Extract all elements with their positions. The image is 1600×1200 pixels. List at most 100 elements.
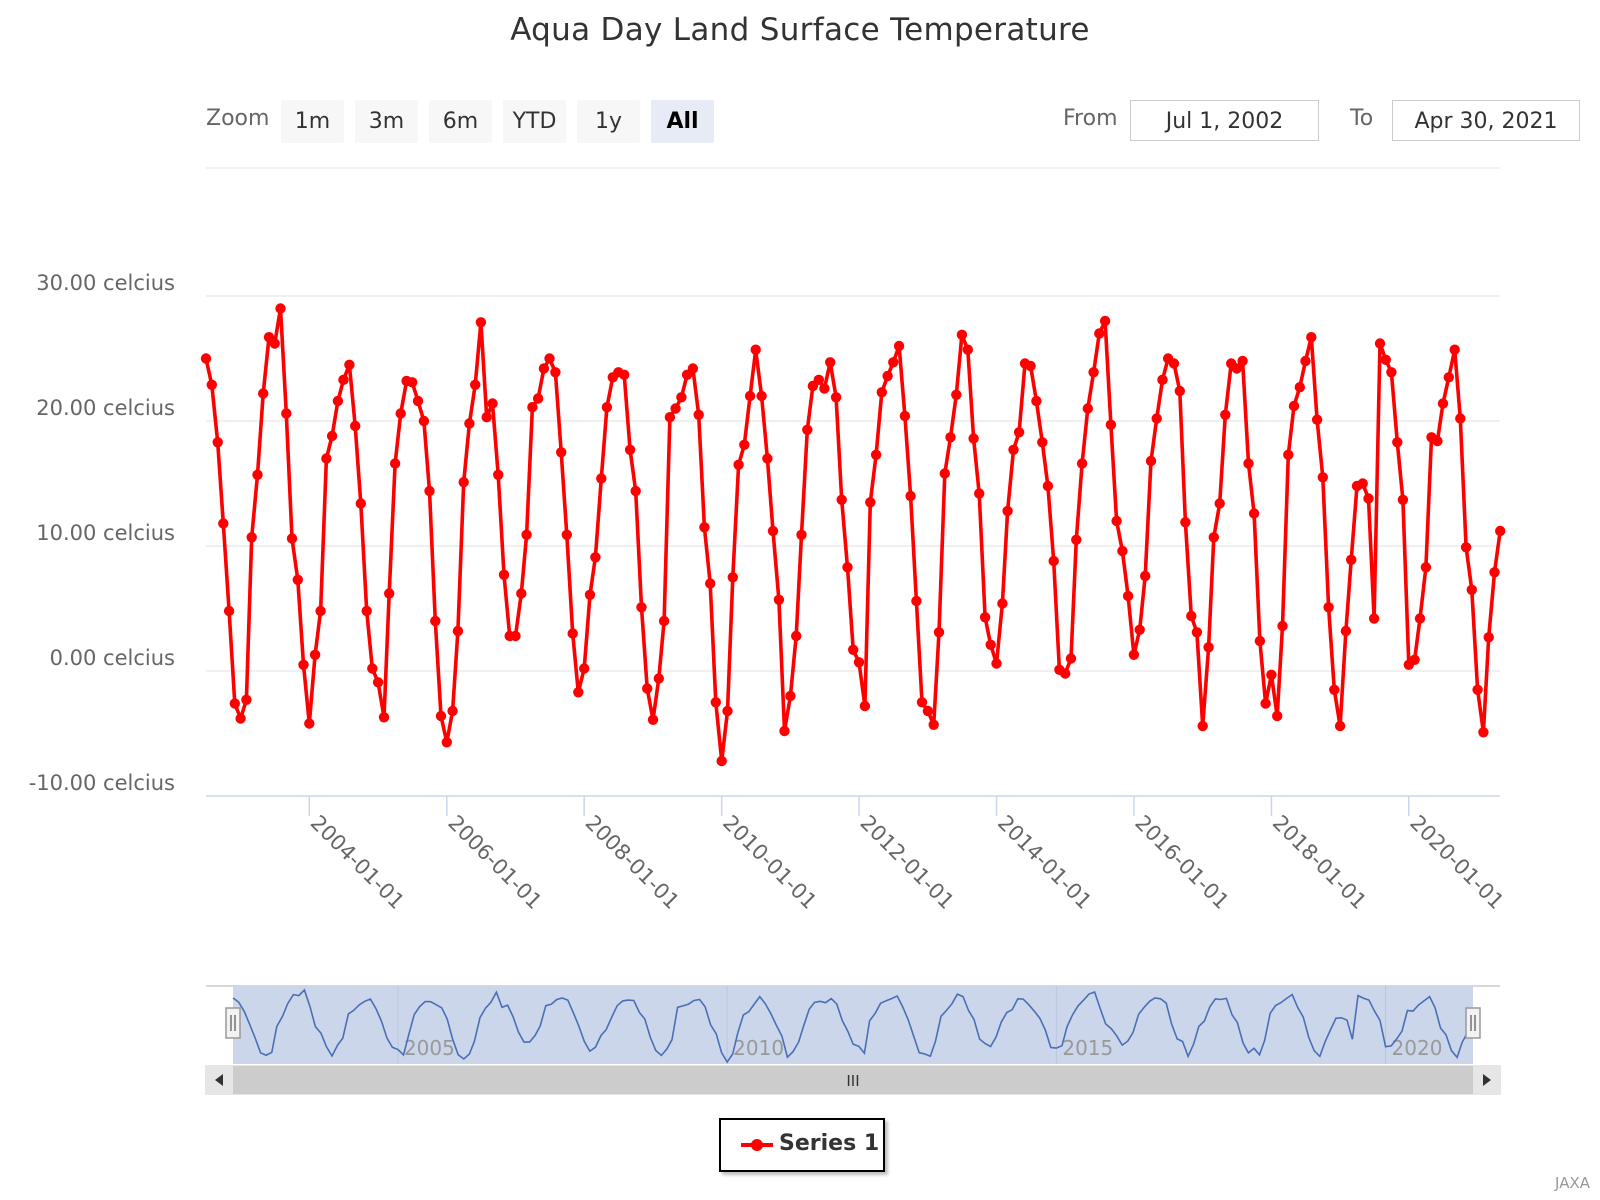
- data-point: [739, 439, 750, 450]
- data-point: [1208, 532, 1220, 543]
- data-point: [481, 412, 492, 423]
- data-point: [1226, 358, 1237, 369]
- data-point: [613, 367, 624, 378]
- data-point: [1483, 632, 1494, 643]
- navigator-right-handle[interactable]: [1465, 1007, 1481, 1039]
- data-point: [206, 379, 217, 390]
- chevron-right-icon[interactable]: [1483, 1074, 1491, 1086]
- data-point: [344, 359, 355, 370]
- zoom-6m-button[interactable]: 6m: [429, 100, 492, 143]
- data-point: [527, 402, 538, 413]
- data-point: [693, 409, 704, 420]
- data-point: [470, 379, 481, 390]
- data-point: [1449, 344, 1460, 355]
- data-point: [1351, 480, 1363, 492]
- data-point: [722, 705, 733, 717]
- data-point: [1346, 554, 1357, 565]
- zoom-3m-button[interactable]: 3m: [355, 100, 418, 143]
- y-tick-label: 20.00 celcius: [36, 396, 175, 420]
- data-point: [263, 332, 275, 343]
- zoom-all-button[interactable]: All: [651, 100, 714, 143]
- data-point: [1363, 493, 1374, 504]
- data-point: [1443, 372, 1455, 383]
- data-point: [744, 390, 756, 402]
- data-point: [258, 388, 269, 399]
- data-point: [1122, 590, 1134, 602]
- data-point: [1145, 455, 1157, 467]
- data-point: [321, 453, 332, 464]
- data-point: [498, 569, 510, 580]
- navigator-year-label: 2005: [404, 1036, 455, 1060]
- legend-series-label[interactable]: Series 1: [779, 1131, 880, 1156]
- data-point: [395, 408, 406, 419]
- scrollbar-grip[interactable]: III: [846, 1072, 859, 1090]
- data-point: [1329, 684, 1340, 695]
- data-point: [945, 432, 956, 443]
- legend-series-symbol: [741, 1139, 773, 1151]
- zoom-1y-button[interactable]: 1y: [577, 100, 640, 143]
- zoom-1m-button[interactable]: 1m: [281, 100, 344, 143]
- scrollbar-thumb[interactable]: [233, 1066, 1473, 1094]
- data-point: [338, 374, 349, 385]
- data-point: [911, 595, 922, 607]
- navigator-selected-range[interactable]: [233, 986, 1473, 1064]
- data-point: [1117, 545, 1128, 557]
- data-point: [607, 372, 618, 383]
- data-point: [1180, 517, 1191, 528]
- legend[interactable]: Series 1: [719, 1118, 885, 1172]
- data-point: [1409, 654, 1420, 665]
- data-point: [1478, 727, 1489, 738]
- scroll-left-arrow[interactable]: [206, 1066, 233, 1094]
- data-point: [968, 433, 979, 444]
- data-point: [1151, 413, 1162, 424]
- data-point: [464, 418, 475, 429]
- scroll-right-arrow[interactable]: [1473, 1066, 1500, 1094]
- data-point: [1214, 498, 1225, 509]
- to-date-input[interactable]: Apr 30, 2021: [1392, 100, 1580, 141]
- chevron-left-icon[interactable]: [215, 1074, 223, 1086]
- data-point: [762, 453, 773, 464]
- data-point: [1368, 613, 1380, 624]
- data-point: [642, 683, 653, 694]
- data-point: [974, 488, 985, 499]
- data-point: [705, 578, 716, 589]
- navigator-series-line: [232, 988, 1474, 1064]
- data-point: [1455, 413, 1466, 424]
- data-point: [435, 710, 447, 722]
- zoom-ytd-button[interactable]: YTD: [503, 100, 566, 143]
- data-point: [223, 605, 235, 617]
- data-point: [1197, 720, 1208, 732]
- data-point: [997, 598, 1008, 609]
- scrollbar-track[interactable]: [205, 1065, 1501, 1095]
- data-point: [985, 639, 996, 650]
- navigator-left-handle[interactable]: [225, 1007, 241, 1039]
- series-1-plot: [200, 303, 1506, 767]
- x-tick-label: 2008-01-01: [581, 811, 684, 914]
- data-point: [802, 424, 813, 435]
- data-point: [556, 447, 567, 458]
- data-point: [367, 663, 378, 674]
- data-point: [275, 303, 286, 314]
- y-tick-label: 0.00 celcius: [50, 646, 175, 670]
- data-point: [298, 659, 309, 670]
- data-point: [1392, 437, 1403, 448]
- zoom-label: Zoom: [206, 106, 270, 131]
- data-point: [859, 700, 871, 712]
- data-point: [350, 420, 361, 432]
- navigator-year-label: 2020: [1392, 1036, 1443, 1060]
- from-date-input[interactable]: Jul 1, 2002: [1130, 100, 1319, 141]
- data-point: [1311, 414, 1323, 425]
- data-point: [246, 532, 257, 543]
- data-point: [1157, 374, 1168, 385]
- data-point: [1025, 360, 1036, 372]
- credits-text[interactable]: JAXA: [1555, 1174, 1590, 1192]
- data-point: [870, 449, 882, 460]
- data-point: [1283, 449, 1294, 460]
- data-point: [636, 602, 647, 613]
- data-point: [372, 677, 384, 688]
- data-point: [1414, 613, 1426, 624]
- data-point: [504, 630, 515, 642]
- data-point: [1162, 353, 1174, 364]
- data-point: [991, 658, 1002, 669]
